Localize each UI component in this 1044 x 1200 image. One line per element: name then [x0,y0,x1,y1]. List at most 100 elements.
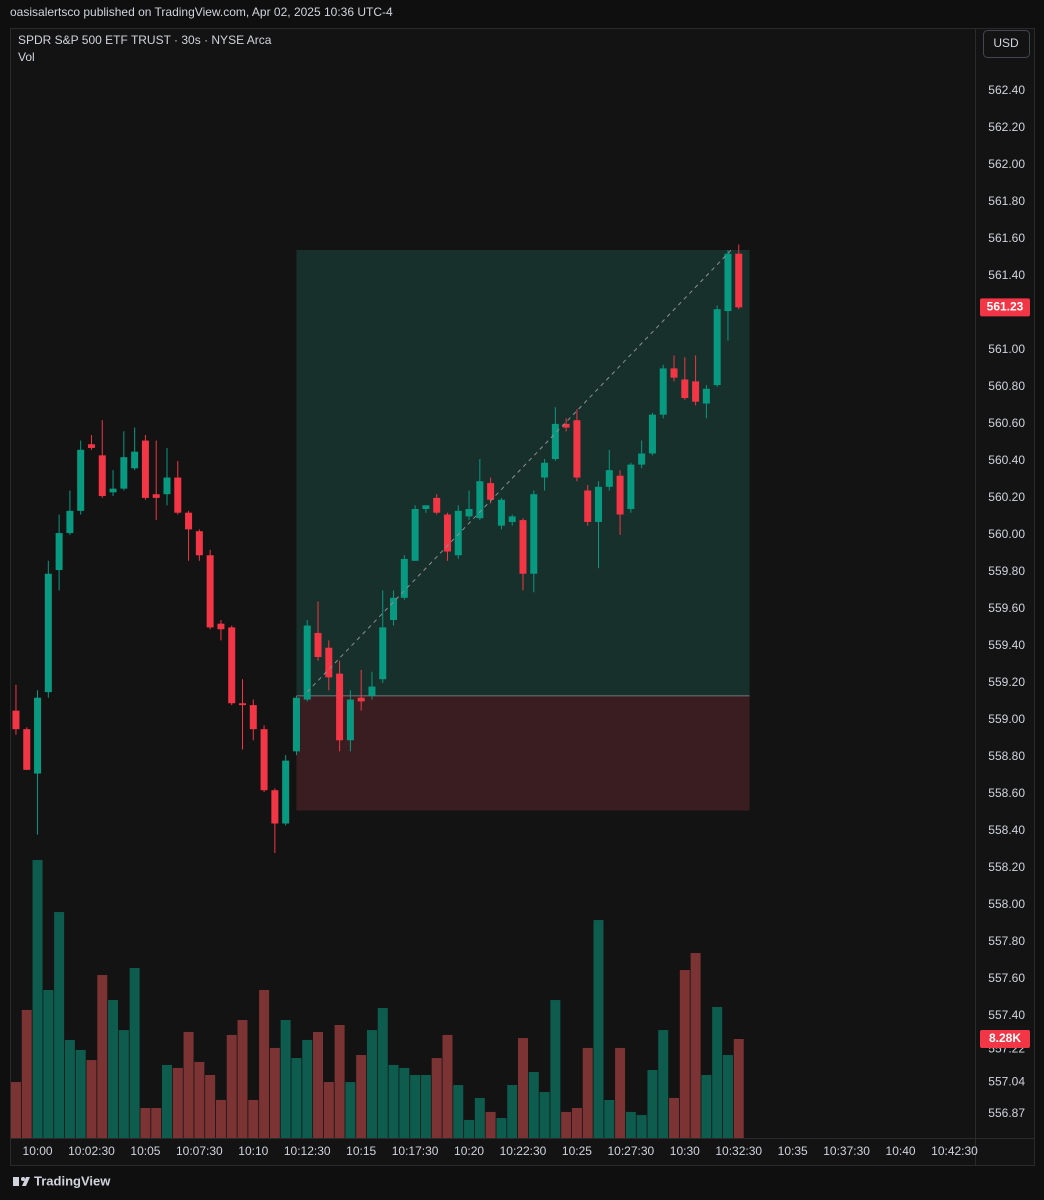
candle-body [390,597,398,620]
candle-body [411,509,419,561]
x-tick-label: 10:00 [23,1144,53,1158]
volume-bar [636,1115,647,1138]
volume-bar [172,1067,183,1138]
candle-body [44,573,52,693]
volume-bar [194,1061,205,1138]
volume-bar [64,1039,75,1138]
candle-body [368,686,376,696]
x-tick-label: 10:07:30 [176,1144,223,1158]
candle-body [584,490,592,522]
candle-body [627,464,635,509]
volume-bar [453,1085,464,1138]
target-path [306,249,732,693]
y-tick-label: 560.40 [988,453,1025,467]
y-tick-label: 558.40 [988,823,1025,837]
x-tick-label: 10:30 [670,1144,700,1158]
candle-body [87,444,95,448]
candle-body [692,381,700,402]
y-tick-label: 560.80 [988,379,1025,393]
x-tick-label: 10:25 [562,1144,592,1158]
volume-bar [722,1055,733,1138]
volume-bar [54,912,65,1138]
candle-body [185,512,193,530]
x-tick-label: 10:12:30 [284,1144,331,1158]
candle-body [562,423,570,428]
volume-bar [690,953,701,1138]
volume-bar [302,1039,313,1138]
candle-body [346,699,354,741]
candle-body [616,475,624,515]
y-tick-label: 561.00 [988,342,1025,356]
chart-title: SPDR S&P 500 ETF TRUST · 30s · NYSE Arca [18,33,272,47]
candle-body [595,486,603,522]
candle-body [217,623,225,630]
candle-body [66,510,74,534]
candle-body [271,790,279,824]
volume-bar [259,989,270,1138]
candle-body [249,705,257,730]
x-tick-label: 10:35 [778,1144,808,1158]
volume-bar [366,1030,377,1138]
candle-body [195,531,203,556]
candle-body [120,457,128,489]
candle-body [476,481,484,519]
volume-bar [410,1074,421,1138]
x-tick-label: 10:40 [886,1144,916,1158]
candle-body [724,253,732,312]
y-tick-label: 558.60 [988,786,1025,800]
volume-bar [226,1034,237,1138]
volume-bar [161,1064,172,1138]
candle-body [109,488,117,493]
x-tick-label: 10:27:30 [608,1144,655,1158]
volume-bar [97,975,108,1138]
y-tick-label: 556.87 [988,1106,1025,1120]
candle-body [357,697,365,702]
volume-bar [625,1111,636,1138]
volume-bar [183,1031,194,1138]
volume-bar [669,1097,680,1138]
candle-body [648,414,656,454]
candle-body [487,483,495,500]
volume-bar [571,1107,582,1138]
candle-body [325,647,333,678]
volume-bar [291,1058,302,1138]
y-tick-label: 557.60 [988,971,1025,985]
brand-logo [13,1177,30,1186]
y-tick-label: 558.00 [988,897,1025,911]
y-tick-label: 559.40 [988,638,1025,652]
candle-body [454,510,462,556]
candle-body [303,625,311,700]
candle-body [174,477,182,513]
y-tick-label: 561.40 [988,268,1025,282]
brand-name: TradingView [34,1173,111,1188]
volume-bar [345,1082,356,1138]
candle-body [336,673,344,741]
volume-bar [215,1099,226,1138]
volume-bar [679,970,690,1138]
candle-body [163,477,171,495]
candle-body [530,494,538,574]
candle-body [206,555,214,628]
y-tick-label: 557.04 [988,1075,1025,1089]
x-tick-label: 10:37:30 [823,1144,870,1158]
x-tick-label: 10:32:30 [715,1144,762,1158]
volume-bar [431,1058,442,1138]
candle-body [735,253,743,308]
y-tick-label: 560.00 [988,527,1025,541]
last-price-label: 561.23 [987,300,1024,314]
y-tick-label: 559.00 [988,712,1025,726]
currency-label[interactable]: USD [993,36,1019,50]
volume-bar [647,1069,658,1138]
volume-bar [248,1099,259,1138]
volume-bar [528,1071,539,1138]
x-tick-label: 10:17:30 [392,1144,439,1158]
currency-button[interactable] [983,30,1030,58]
publisher-line: oasisalertsco published on TradingView.c… [10,5,393,19]
candle-body [98,455,106,497]
candle-body [282,760,290,824]
volume-bar [280,1019,291,1138]
candle-body [638,453,646,465]
plot [10,244,750,1138]
y-tick-label: 562.20 [988,120,1025,134]
